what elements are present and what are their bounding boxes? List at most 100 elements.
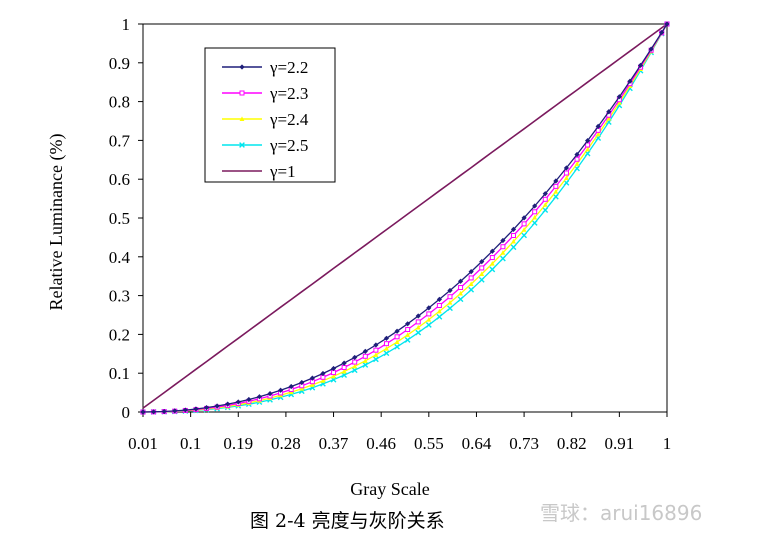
- legend: γ=2.2 γ=2.3 γ=2.4 γ=2.5 γ=1: [204, 47, 336, 183]
- data-point: [437, 308, 442, 314]
- series-layer: [140, 21, 670, 415]
- series-2.2: [140, 21, 670, 415]
- legend-item: γ=2.2: [222, 58, 308, 77]
- x-tick-label: 0.19: [223, 434, 253, 453]
- data-point: [405, 332, 411, 337]
- data-point: [383, 341, 389, 347]
- legend-marker: [239, 116, 245, 121]
- data-point: [436, 313, 443, 320]
- data-point: [510, 244, 517, 251]
- x-tick-label: 1: [663, 434, 672, 453]
- data-point: [404, 337, 411, 343]
- data-point: [203, 405, 210, 411]
- data-point: [415, 329, 422, 336]
- data-point: [405, 327, 411, 333]
- data-point: [362, 353, 368, 359]
- y-axis-title: Relative Luminance (%): [46, 134, 67, 311]
- data-point: [511, 238, 516, 244]
- data-point: [256, 394, 263, 400]
- data-point: [331, 373, 336, 379]
- y-tick-label: 0.6: [109, 170, 130, 189]
- data-point: [648, 46, 654, 52]
- data-point: [394, 339, 400, 344]
- data-point: [436, 296, 443, 302]
- x-axis-title: Gray Scale: [350, 479, 429, 499]
- data-point: [521, 227, 527, 232]
- legend-label: γ=2.5: [269, 136, 308, 155]
- x-tick-label: 0.55: [414, 434, 444, 453]
- data-point: [140, 409, 146, 415]
- data-point: [563, 170, 569, 176]
- data-point: [458, 285, 464, 291]
- data-point: [500, 237, 506, 244]
- data-point: [384, 346, 389, 351]
- data-point: [458, 290, 463, 296]
- data-point: [457, 296, 464, 303]
- legend-marker: [239, 142, 245, 148]
- data-point: [405, 321, 411, 327]
- data-point: [341, 365, 347, 371]
- data-point: [479, 259, 485, 265]
- watermark-text: 雪球：arui16896: [540, 501, 702, 525]
- data-point: [489, 261, 495, 266]
- data-point: [457, 278, 464, 284]
- x-tick-label: 0.46: [366, 434, 396, 453]
- data-point: [150, 409, 157, 415]
- series-line: [142, 23, 668, 409]
- data-point: [489, 255, 495, 261]
- data-point: [563, 179, 570, 186]
- y-tick-label: 0.7: [109, 131, 131, 150]
- data-point: [531, 220, 538, 226]
- data-point: [468, 281, 474, 286]
- data-point: [585, 138, 591, 144]
- x-tick-label: 0.01: [128, 434, 158, 453]
- data-point: [373, 352, 379, 357]
- data-point: [425, 322, 432, 328]
- data-point: [553, 178, 559, 184]
- legend-marker: [239, 90, 245, 96]
- data-point: [664, 21, 670, 27]
- data-point: [606, 109, 612, 115]
- data-point: [161, 408, 167, 415]
- data-point: [299, 379, 305, 386]
- x-tick-label: 0.91: [604, 434, 634, 453]
- watermark: 雪球：arui16896: [540, 501, 702, 525]
- data-point: [235, 399, 241, 405]
- data-point: [659, 29, 665, 36]
- data-point: [585, 146, 591, 152]
- data-point: [521, 232, 527, 239]
- data-point: [468, 275, 474, 281]
- series-1: [142, 23, 668, 409]
- data-point: [394, 334, 400, 340]
- data-point: [373, 347, 379, 353]
- data-point: [372, 356, 379, 363]
- x-tick-label: 0.82: [557, 434, 587, 453]
- data-point: [394, 328, 400, 334]
- data-point: [383, 335, 390, 341]
- legend-label: γ=2.3: [269, 84, 308, 103]
- data-point: [595, 131, 601, 137]
- data-point: [542, 207, 549, 214]
- data-point: [182, 407, 188, 413]
- data-point: [447, 300, 453, 305]
- data-point: [574, 161, 580, 166]
- data-point: [468, 286, 475, 293]
- legend-label: γ=1: [269, 162, 296, 181]
- x-tick-label: 0.37: [319, 434, 349, 453]
- data-point: [627, 78, 633, 84]
- data-point: [637, 62, 644, 69]
- data-point: [394, 343, 400, 350]
- data-point: [511, 233, 517, 239]
- data-point: [563, 165, 570, 171]
- legend-item: γ=1: [222, 162, 296, 181]
- data-point: [616, 99, 622, 105]
- data-point: [542, 202, 548, 207]
- data-point: [553, 183, 559, 189]
- legend-box: [204, 47, 336, 183]
- data-point: [479, 271, 485, 277]
- data-point: [595, 123, 601, 129]
- data-point: [383, 350, 390, 357]
- data-point: [510, 226, 517, 232]
- data-point: [616, 94, 622, 100]
